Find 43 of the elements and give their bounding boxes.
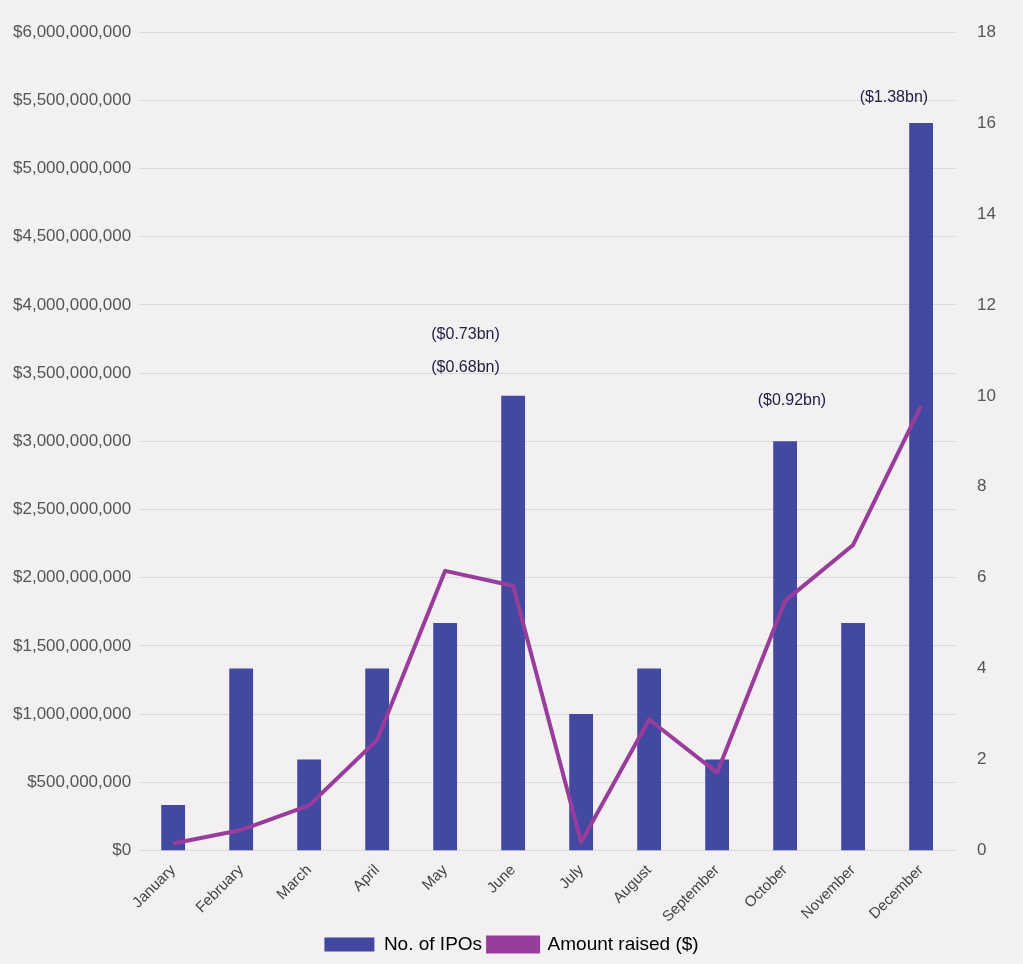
y-tick-label: $3,000,000,000 bbox=[13, 430, 132, 450]
x-tick-label: May bbox=[418, 860, 451, 893]
annotation: ($0.68bn) bbox=[431, 358, 500, 376]
legend-label: Amount raised ($) bbox=[547, 932, 699, 954]
y2-tick-label: 14 bbox=[977, 203, 997, 223]
y-tick-label: $6,000,000,000 bbox=[13, 21, 132, 41]
bar bbox=[705, 759, 730, 851]
y2-tick-label: 0 bbox=[977, 840, 987, 860]
y-tick-label: $2,500,000,000 bbox=[13, 499, 132, 519]
bar bbox=[637, 668, 662, 851]
bar bbox=[161, 804, 186, 851]
y2-tick-label: 6 bbox=[977, 567, 987, 587]
bar bbox=[841, 623, 865, 851]
y-tick-label: $500,000,000 bbox=[27, 771, 132, 791]
bar bbox=[365, 668, 390, 851]
y2-tick-label: 4 bbox=[977, 658, 987, 678]
y-tick-label: $4,000,000,000 bbox=[13, 294, 132, 314]
y-tick-label: $0 bbox=[112, 840, 132, 860]
y-tick-label: $5,000,000,000 bbox=[13, 158, 132, 178]
bar bbox=[433, 623, 458, 851]
y-tick-label: $4,500,000,000 bbox=[13, 226, 132, 246]
bar bbox=[501, 395, 526, 851]
y-tick-label: $1,500,000,000 bbox=[13, 635, 132, 655]
y2-tick-label: 10 bbox=[977, 385, 997, 405]
y2-tick-label: 16 bbox=[977, 112, 997, 132]
y-tick-label: $1,000,000,000 bbox=[13, 703, 132, 723]
bar bbox=[297, 759, 322, 851]
annotation: ($1.38bn) bbox=[859, 88, 929, 106]
bar bbox=[773, 441, 798, 851]
legend-label: No. of IPOs bbox=[383, 932, 483, 954]
y-tick-label: $2,000,000,000 bbox=[13, 567, 132, 587]
y2-tick-label: 2 bbox=[977, 749, 987, 769]
y-tick-label: $5,500,000,000 bbox=[13, 90, 132, 110]
bar bbox=[569, 714, 594, 851]
y2-tick-label: 8 bbox=[977, 476, 987, 496]
y2-tick-label: 12 bbox=[977, 294, 997, 314]
bar bbox=[909, 123, 933, 851]
y-tick-label: $3,500,000,000 bbox=[13, 362, 132, 382]
x-tick-label: July bbox=[555, 860, 587, 892]
annotation: ($0.92bn) bbox=[757, 390, 827, 408]
y2-tick-label: 18 bbox=[977, 21, 997, 41]
bar bbox=[229, 668, 254, 851]
annotation: ($0.73bn) bbox=[431, 325, 500, 343]
